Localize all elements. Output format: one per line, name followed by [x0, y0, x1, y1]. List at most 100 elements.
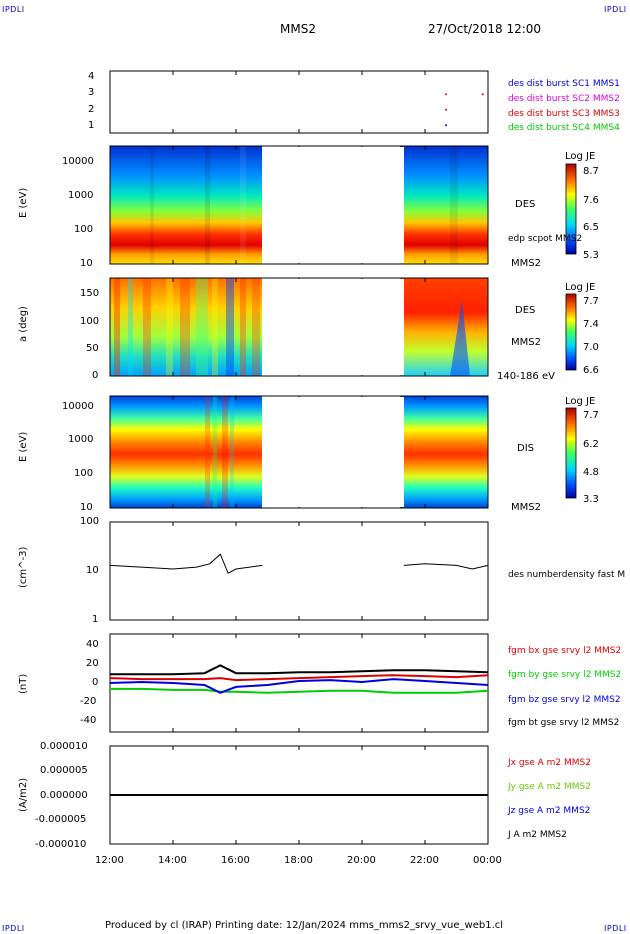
colorbar-tick: 6.5 — [583, 222, 599, 233]
colorbar-tick: 6.6 — [583, 365, 599, 376]
colorbar-tick: 7.7 — [583, 410, 599, 421]
b-field-series — [109, 674, 489, 682]
data-gap — [262, 147, 404, 263]
y-tick-label: 100 — [80, 516, 100, 527]
burst-point — [445, 93, 447, 96]
spacecraft-label: MMS2 — [511, 258, 541, 269]
colorbar-tick: 7.0 — [583, 342, 599, 353]
x-tick-label: 20:00 — [347, 855, 376, 866]
spacecraft-label: MMS2 — [511, 337, 541, 348]
chart-title: MMS2 — [280, 22, 316, 36]
density-line — [403, 563, 489, 570]
burst-point — [481, 93, 484, 96]
y-tick-label: -0.000005 — [35, 814, 87, 825]
y-tick-label: 10000 — [62, 401, 94, 412]
b-field-series — [110, 687, 489, 694]
colorbar-title: Log JE — [565, 151, 596, 162]
y-tick-label: 100 — [74, 468, 94, 479]
overlay-label: edp scpot MMS2 — [508, 234, 583, 244]
y-tick-label: 0.000000 — [40, 790, 88, 801]
legend-entry: des dist burst SC3 MMS3 — [508, 109, 620, 119]
y-tick-label: 2 — [88, 104, 95, 115]
energy-range-label: 140-186 eV — [497, 371, 555, 382]
legend-entry: fgm bt gse srvy l2 MMS2 — [508, 718, 620, 728]
y-tick-label: 100 — [80, 316, 100, 327]
legend-entry: J A m2 MMS2 — [508, 830, 567, 840]
colorbar-tick: 6.2 — [583, 439, 599, 450]
colorbar-tick: 8.7 — [583, 166, 599, 177]
spacecraft-label: MMS2 — [511, 502, 541, 513]
y-axis-label: E (eV) — [18, 431, 29, 462]
panel-name: DES — [515, 199, 536, 210]
y-tick-label: 10 — [86, 565, 99, 576]
data-gap — [262, 279, 404, 375]
panel-name: DES — [515, 305, 536, 316]
legend-entry: fgm bx gse srvy l2 MMS2 — [508, 646, 622, 656]
y-tick-label: 50 — [86, 343, 99, 354]
b-field-series — [109, 678, 489, 694]
y-tick-label: 10000 — [62, 156, 94, 167]
y-tick-label: -40 — [80, 715, 97, 726]
y-tick-label: -20 — [80, 696, 97, 707]
corner-label: IPDLI — [604, 5, 627, 14]
colorbar-tick: 7.6 — [583, 195, 599, 206]
y-axis-label: (nT) — [18, 673, 29, 694]
pitch-texture — [114, 278, 470, 376]
x-tick-label: 22:00 — [410, 855, 439, 866]
legend-entry: des dist burst SC2 MMS2 — [508, 94, 620, 104]
footer-text: Produced by cl (IRAP) Printing date: 12/… — [105, 920, 504, 931]
colorbar-tick: 7.7 — [583, 296, 599, 307]
legend-entry: Jz gse A m2 MMS2 — [508, 806, 591, 816]
corner-label: IPDLI — [2, 924, 25, 933]
y-axis-label: (A/m2) — [18, 777, 29, 812]
y-tick-label: 20 — [86, 658, 99, 669]
dis-texture — [205, 396, 234, 508]
y-tick-label: 0 — [92, 370, 99, 381]
legend-entry: des dist burst SC1 MMS1 — [508, 79, 620, 89]
y-tick-label: 0.000010 — [40, 741, 88, 752]
chart-date: 27/Oct/2018 12:00 — [428, 22, 542, 36]
colorbar-tick: 5.3 — [583, 250, 599, 261]
y-axis-label: (cm^-3) — [18, 546, 29, 588]
burst-point — [445, 124, 447, 127]
legend-entry: Jy gse A m2 MMS2 — [508, 782, 591, 792]
corner-label: IPDLI — [2, 5, 25, 14]
legend-entry: fgm by gse srvy l2 MMS2 — [508, 670, 622, 680]
y-tick-label: 10 — [80, 258, 93, 269]
legend-entry: Jx gse A m2 MMS2 — [508, 758, 591, 768]
x-tick-label: 16:00 — [221, 855, 250, 866]
colorbar-title: Log JE — [565, 396, 596, 407]
x-tick-label: 18:00 — [284, 855, 313, 866]
y-tick-label: 4 — [88, 71, 95, 82]
colorbar-tick: 3.3 — [583, 494, 599, 505]
y-tick-label: 0 — [92, 677, 99, 688]
y-tick-label: 1000 — [68, 434, 94, 445]
y-tick-label: 3 — [88, 87, 95, 98]
y-tick-label: -0.000010 — [35, 839, 87, 850]
colorbar-title: Log JE — [565, 282, 596, 293]
y-tick-label: 10 — [80, 502, 93, 513]
legend-entry: des dist burst SC4 MMS4 — [508, 123, 620, 133]
y-tick-label: 40 — [86, 639, 99, 650]
burst-point — [445, 108, 447, 111]
panel-name: DIS — [517, 443, 534, 454]
y-axis-label: E (eV) — [18, 187, 29, 218]
y-tick-label: 100 — [74, 224, 94, 235]
b-field-series — [110, 664, 489, 676]
y-tick-label: 0.000005 — [40, 765, 88, 776]
density-line — [109, 553, 263, 574]
x-tick-label: 12:00 — [95, 855, 124, 866]
y-tick-label: 1 — [88, 120, 95, 131]
data-gap — [262, 397, 404, 507]
x-tick-label: 00:00 — [473, 855, 502, 866]
y-tick-label: 1 — [92, 614, 99, 625]
colorbar-tick: 7.4 — [583, 319, 599, 330]
colorbar-tick: 4.8 — [583, 467, 599, 478]
legend-entry: fgm bz gse srvy l2 MMS2 — [508, 695, 621, 705]
y-tick-label: 150 — [80, 288, 100, 299]
legend-entry: des numberdensity fast M — [508, 570, 626, 580]
x-tick-label: 14:00 — [158, 855, 187, 866]
y-axis-label: a (deg) — [18, 306, 29, 342]
des-energy-texture — [150, 146, 458, 264]
